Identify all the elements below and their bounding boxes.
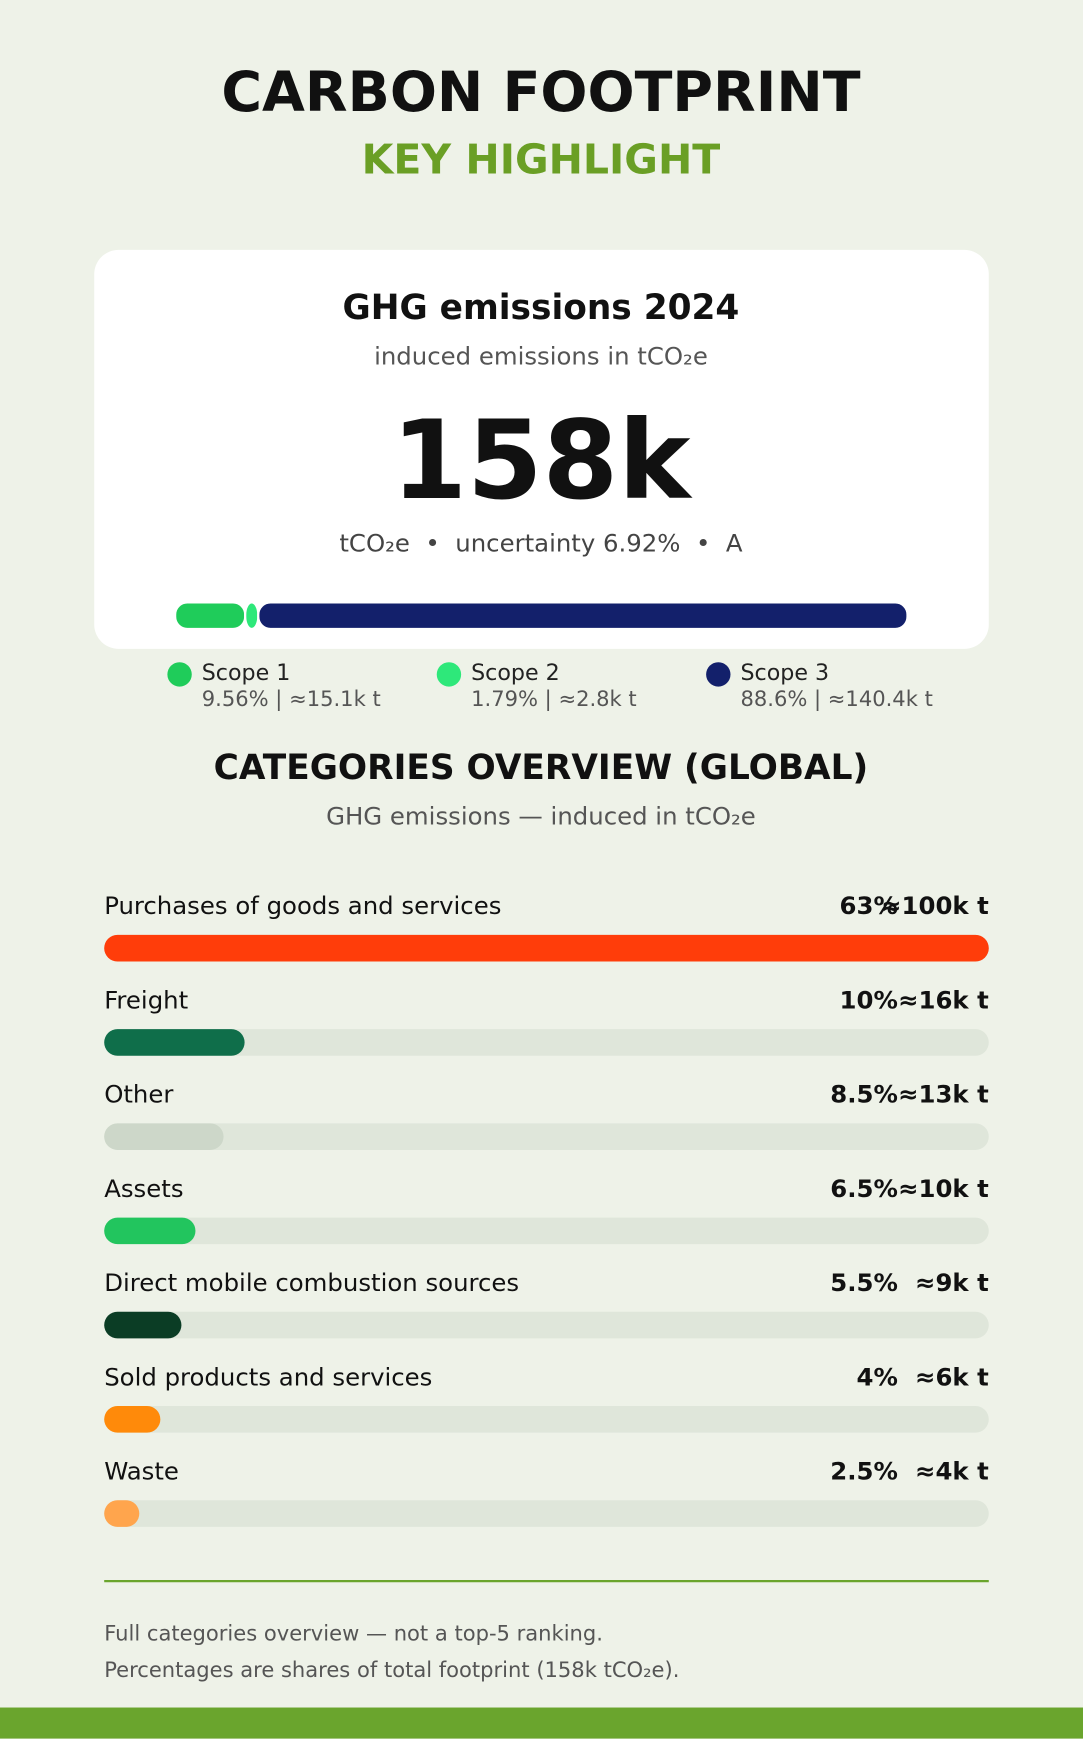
chart-subtitle: GHG emissions — induced in tCO₂e xyxy=(326,801,756,830)
category-label: Direct mobile combustion sources xyxy=(104,1268,519,1297)
summary-title: GHG emissions 2024 xyxy=(343,288,740,328)
amount-label: ≈4k t xyxy=(915,1457,989,1486)
legend-label: Scope 1 xyxy=(202,660,291,686)
bar xyxy=(104,1029,245,1056)
legend-label: Scope 2 xyxy=(471,660,560,686)
chart-title: CATEGORIES OVERVIEW (GLOBAL) xyxy=(214,748,869,788)
page-title: CARBON FOOTPRINT xyxy=(221,61,860,125)
bar-track xyxy=(104,1406,989,1433)
bar xyxy=(104,934,989,962)
category-label: Freight xyxy=(104,985,188,1014)
bar xyxy=(104,1406,161,1433)
percent-label: 8.5% xyxy=(830,1080,898,1109)
legend-swatch xyxy=(167,662,192,687)
legend-value-label: 1.79% | ≈2.8k t xyxy=(471,686,637,712)
legend-value-label: 9.56% | ≈15.1k t xyxy=(202,686,381,712)
bar xyxy=(104,1311,182,1339)
percent-label: 6.5% xyxy=(830,1174,898,1203)
category-label: Waste xyxy=(104,1457,179,1486)
bar xyxy=(104,1500,140,1527)
legend-swatch xyxy=(436,662,462,687)
bar-track xyxy=(104,1217,989,1245)
amount-label: ≈13k t xyxy=(898,1080,989,1109)
category-label: Sold products and services xyxy=(104,1362,432,1391)
scope-segment xyxy=(257,601,909,631)
bar xyxy=(104,1123,224,1150)
scope-segment xyxy=(244,601,260,631)
footnote: Percentages are shares of total footprin… xyxy=(104,1657,679,1682)
bar xyxy=(104,1217,196,1245)
category-label: Other xyxy=(104,1080,174,1109)
bar-track xyxy=(104,1500,989,1527)
percent-label: 2.5% xyxy=(830,1457,898,1486)
summary-card xyxy=(94,249,989,649)
summary-subtitle: induced emissions in tCO₂e xyxy=(374,341,708,370)
bar-track xyxy=(104,1311,989,1339)
percent-label: 5.5% xyxy=(830,1268,898,1297)
summary-value: 158k xyxy=(391,397,693,524)
category-label: Purchases of goods and services xyxy=(104,891,501,920)
legend-value-label: 88.6% | ≈140.4k t xyxy=(740,686,932,712)
bar-track xyxy=(104,1123,989,1150)
amount-label: ≈6k t xyxy=(915,1362,989,1391)
amount-label: ≈16k t xyxy=(898,985,989,1014)
percent-label: 10% xyxy=(840,985,898,1014)
legend-swatch xyxy=(706,662,731,687)
scope-segment xyxy=(174,601,247,631)
amount-label: ≈9k t xyxy=(915,1268,989,1297)
category-label: Assets xyxy=(104,1174,183,1203)
amount-label: ≈10k t xyxy=(898,1174,989,1203)
summary-details: tCO₂e • uncertainty 6.92% • A xyxy=(339,529,742,558)
bottom-stripe xyxy=(0,1707,1083,1739)
page-subtitle: KEY HIGHLIGHT xyxy=(362,135,721,183)
amount-label: ≈100k t xyxy=(881,891,989,920)
percent-label: 4% xyxy=(856,1362,897,1391)
legend-label: Scope 3 xyxy=(740,660,829,686)
percent-label: 63% xyxy=(840,891,898,920)
footnote: Full categories overview — not a top-5 r… xyxy=(104,1620,603,1645)
bar-track xyxy=(104,1029,989,1056)
